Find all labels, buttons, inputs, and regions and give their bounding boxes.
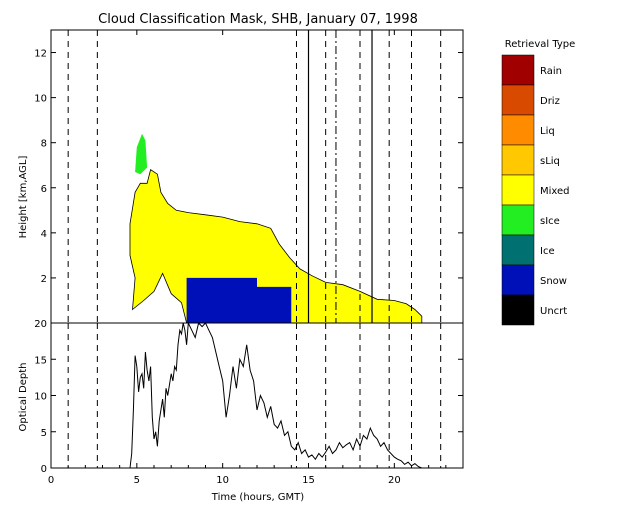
legend-swatch	[501, 144, 535, 176]
legend-label: Uncrt	[540, 306, 567, 317]
time-markers	[67, 30, 442, 323]
cloud-mask-panel: Cloud Classification Mask, SHB, January …	[18, 12, 464, 324]
legend-swatch	[501, 204, 535, 236]
chart-title: Cloud Classification Mask, SHB, January …	[98, 12, 418, 27]
time-axis-label: Time (hours, GMT)	[211, 492, 305, 503]
height-tick-label: 12	[34, 49, 47, 60]
legend-swatch	[501, 294, 535, 326]
legend-label: Mixed	[540, 186, 570, 197]
optical-depth-axis-ticks: 0 5 10 15 20	[34, 319, 463, 475]
legend-swatch	[501, 174, 535, 206]
time-axis-ticks: 0 5 10 15 20	[48, 30, 447, 486]
od-tick-label: 15	[34, 355, 47, 366]
legend-label: Rain	[540, 66, 562, 77]
od-tick-label: 10	[34, 392, 47, 403]
od-tick-label: 0	[41, 464, 47, 475]
legend-label: Liq	[540, 126, 555, 137]
region-sice	[135, 133, 148, 175]
legend-swatch	[501, 54, 535, 86]
legend-items: Rain Driz Liq sLiq Mixed sIce Ice Snow Uncrt	[501, 54, 570, 326]
height-tick-label: 2	[41, 274, 47, 285]
legend-swatch	[501, 234, 535, 266]
cloud-regions	[129, 133, 423, 324]
legend-label: Ice	[540, 246, 555, 257]
legend-label: sIce	[540, 216, 560, 227]
time-markers-lower	[67, 323, 442, 468]
legend-title: Retrieval Type	[505, 39, 576, 50]
region-snow	[186, 277, 292, 323]
time-tick-label: 15	[302, 475, 315, 486]
height-axis-label: Height [km,AGL]	[18, 156, 29, 239]
legend-label: Snow	[540, 276, 567, 287]
optical-depth-axis-label: Optical Depth	[18, 363, 29, 432]
od-tick-label: 20	[34, 319, 47, 330]
optical-depth-panel: 0 5 10 15 20 0 5 10 15 20 Optical Depth Time (ho…	[18, 30, 464, 503]
legend-swatch	[501, 264, 535, 296]
height-tick-label: 8	[41, 139, 47, 150]
legend: Retrieval Type Rain Driz Liq sLiq Mixed sIce I…	[501, 39, 576, 326]
optical-depth-series	[129, 321, 422, 469]
optical-depth-frame	[50, 322, 464, 469]
time-tick-label: 0	[48, 475, 54, 486]
legend-label: Driz	[540, 96, 560, 107]
height-axis-ticks: 2 4 6 8 10 12	[34, 49, 463, 285]
legend-swatch	[501, 114, 535, 146]
height-tick-label: 4	[41, 229, 47, 240]
od-tick-label: 5	[41, 428, 47, 439]
legend-label: sLiq	[540, 156, 560, 167]
time-tick-label: 10	[216, 475, 229, 486]
time-tick-label: 20	[388, 475, 401, 486]
time-tick-label: 5	[134, 475, 140, 486]
height-tick-label: 10	[34, 94, 47, 105]
height-tick-label: 6	[41, 184, 47, 195]
legend-swatch	[501, 84, 535, 116]
